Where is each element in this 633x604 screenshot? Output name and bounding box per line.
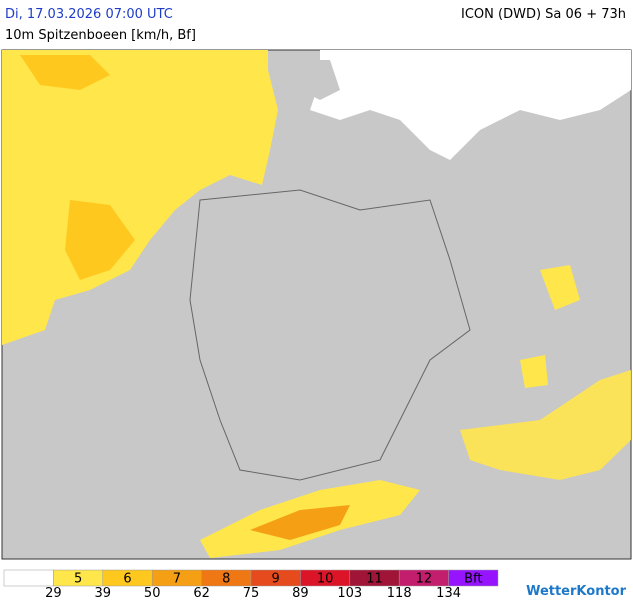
legend-threshold: 103 <box>337 586 362 600</box>
legend-label: 6 <box>123 572 131 587</box>
legend-label: Bft <box>464 572 482 587</box>
legend-threshold: 134 <box>436 586 461 600</box>
subtitle: 10m Spitzenboeen [km/h, Bf] <box>5 28 196 43</box>
legend-threshold: 62 <box>193 586 210 600</box>
legend-threshold: 50 <box>144 586 161 600</box>
legend-label: 7 <box>173 572 181 587</box>
legend-label: 8 <box>222 572 230 587</box>
legend-threshold: 75 <box>243 586 260 600</box>
legend-label: 5 <box>74 572 82 587</box>
legend-label: 12 <box>416 572 433 587</box>
legend-threshold: 39 <box>95 586 112 600</box>
brand: WetterKontor <box>526 584 627 599</box>
legend-threshold: 118 <box>387 586 412 600</box>
legend-label: 10 <box>317 572 334 587</box>
legend-swatch <box>448 569 499 587</box>
legend-label: 9 <box>272 572 280 587</box>
legend-threshold: 29 <box>45 586 62 600</box>
legend-threshold: 89 <box>292 586 309 600</box>
date-label: Di, 17.03.2026 07:00 UTC <box>5 7 173 22</box>
model-label: ICON (DWD) Sa 06 + 73h <box>461 7 626 22</box>
legend-label: 11 <box>366 572 383 587</box>
map <box>1 49 632 560</box>
legend-swatch <box>3 569 54 587</box>
